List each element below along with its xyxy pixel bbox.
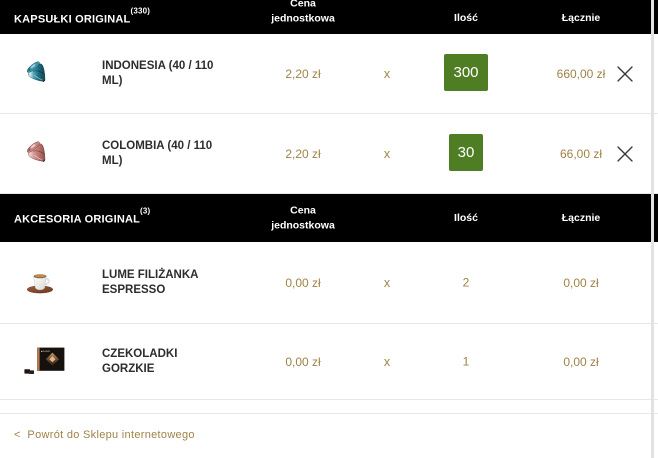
svg-text:Lorem: Lorem <box>43 350 50 353</box>
